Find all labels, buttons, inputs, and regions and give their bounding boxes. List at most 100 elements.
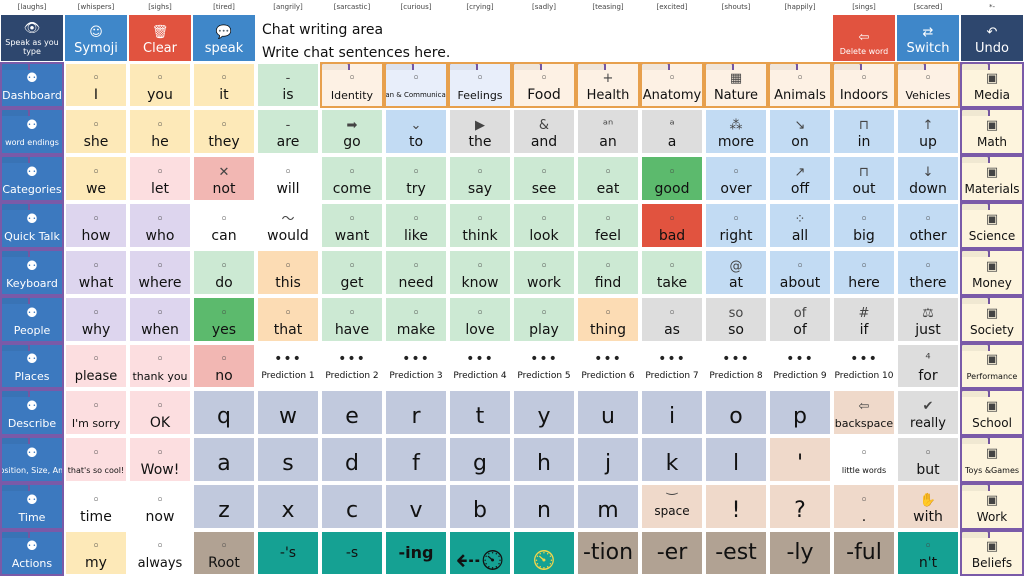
word-my[interactable]: ◦ my [64,530,128,576]
symoji-button[interactable]: ☺ Symoji [64,14,128,62]
word-animals[interactable]: ◦ Animals [768,62,832,108]
word-like[interactable]: ◦ like [384,202,448,249]
category-work[interactable]: ▣ Work [960,483,1024,530]
word-yes[interactable]: ◦ yes [192,296,256,343]
word-where[interactable]: ◦ where [128,249,192,296]
word-blank[interactable]: ⇠⏲ [448,530,512,576]
nav-keyboard[interactable]: ⚉ Keyboard [0,249,64,296]
word-go[interactable]: ➡ go [320,108,384,155]
nav-categories[interactable]: ⚉ Categories [0,155,64,202]
word-ing[interactable]: -ing [384,530,448,576]
word-are[interactable]: - are [256,108,320,155]
nav-quick-talk[interactable]: ⚉ Quick Talk [0,202,64,249]
key-k[interactable]: k [640,436,704,483]
category-toys-games[interactable]: ▣ Toys &Games [960,436,1024,483]
tone-tag[interactable]: [whispers] [77,3,115,11]
prediction-slot[interactable]: ••• Prediction 5 [512,343,576,389]
tone-tag[interactable]: [happily] [784,3,816,11]
tone-tag[interactable]: [laughs] [17,3,47,11]
tone-tag[interactable]: [sighs] [148,3,172,11]
nav-describe[interactable]: ⚉ Describe [0,389,64,436]
word-est[interactable]: -est [704,530,768,576]
key-m[interactable]: m [576,483,640,530]
word-to[interactable]: ⌄ to [384,108,448,155]
word-do[interactable]: ◦ do [192,249,256,296]
word-time[interactable]: ◦ time [64,483,128,530]
key-d[interactable]: d [320,436,384,483]
word-try[interactable]: ◦ try [384,155,448,202]
word-backspace[interactable]: ⇦ backspace [832,389,896,436]
nav-time[interactable]: ⚉ Time [0,483,64,530]
word-nature[interactable]: ▦ Nature [704,62,768,108]
prediction-slot[interactable]: ••• Prediction 7 [640,343,704,389]
word-tion[interactable]: -tion [576,530,640,576]
word-of[interactable]: of of [768,296,832,343]
tone-tag[interactable]: [sings] [852,3,876,11]
category-beliefs[interactable]: ▣ Beliefs [960,530,1024,576]
nav-places[interactable]: ⚉ Places [0,343,64,389]
switch-button[interactable]: ⇄ Switch [896,14,960,62]
word-i-m-sorry[interactable]: ◦ I'm sorry [64,389,128,436]
word-get[interactable]: ◦ get [320,249,384,296]
word-here[interactable]: ◦ here [832,249,896,296]
word-work[interactable]: ◦ work [512,249,576,296]
word-love[interactable]: ◦ love [448,296,512,343]
word-over[interactable]: ◦ over [704,155,768,202]
word-no[interactable]: ◦ no [192,343,256,389]
word-bad[interactable]: ◦ bad [640,202,704,249]
word-take[interactable]: ◦ take [640,249,704,296]
prediction-slot[interactable]: ••• Prediction 10 [832,343,896,389]
word-up[interactable]: ↑ up [896,108,960,155]
word-when[interactable]: ◦ when [128,296,192,343]
word-say[interactable]: ◦ say [448,155,512,202]
word-identity[interactable]: ◦ Identity [320,62,384,108]
word-how[interactable]: ◦ how [64,202,128,249]
word-root[interactable]: ◦ Root [192,530,256,576]
word-is[interactable]: - is [256,62,320,108]
key-a[interactable]: a [192,436,256,483]
tone-tag[interactable]: [angrily] [273,3,303,11]
category-school[interactable]: ▣ School [960,389,1024,436]
nav-people[interactable]: ⚉ People [0,296,64,343]
word-all[interactable]: ⁘ all [768,202,832,249]
word-an[interactable]: ᵃⁿ an [576,108,640,155]
word-for[interactable]: ⁴ for [896,343,960,389]
tone-tag[interactable]: [excited] [656,3,688,11]
key-f[interactable]: f [384,436,448,483]
word-symbol[interactable]: ◦. [832,483,896,530]
nav-actions[interactable]: ⚉ Actions [0,530,64,576]
key-q[interactable]: q [192,389,256,436]
word-the[interactable]: ▶ the [448,108,512,155]
key-y[interactable]: y [512,389,576,436]
word-i[interactable]: ◦ I [64,62,128,108]
key-o[interactable]: o [704,389,768,436]
word-at[interactable]: @ at [704,249,768,296]
tone-tag[interactable]: [shouts] [721,3,751,11]
key-symbol[interactable]: ? [768,483,832,530]
word-what[interactable]: ◦ what [64,249,128,296]
word-good[interactable]: ◦ good [640,155,704,202]
tone-tag[interactable]: [crying] [466,3,494,11]
word-feel[interactable]: ◦ feel [576,202,640,249]
word-er[interactable]: -er [640,530,704,576]
word-anatomy[interactable]: ◦ Anatomy [640,62,704,108]
nav-dashboard[interactable]: ⚉ Dashboard [0,62,64,108]
chat-writing-area[interactable]: Chat writing area Write chat sentences h… [256,14,832,62]
word-s[interactable]: -'s [256,530,320,576]
key-c[interactable]: c [320,483,384,530]
word-they[interactable]: ◦ they [192,108,256,155]
key-v[interactable]: v [384,483,448,530]
prediction-slot[interactable]: ••• Prediction 8 [704,343,768,389]
word-who[interactable]: ◦ who [128,202,192,249]
word-and[interactable]: & and [512,108,576,155]
word-so[interactable]: so so [704,296,768,343]
tone-tag[interactable]: *- [988,3,996,11]
word-but[interactable]: ◦ but [896,436,960,483]
category-society[interactable]: ▣ Society [960,296,1024,343]
category-performance[interactable]: ▣ Performance [960,343,1024,389]
word-she[interactable]: ◦ she [64,108,128,155]
key-h[interactable]: h [512,436,576,483]
key-symbol[interactable]: ' [768,436,832,483]
word-ly[interactable]: -ly [768,530,832,576]
word-wow[interactable]: ◦ Wow! [128,436,192,483]
